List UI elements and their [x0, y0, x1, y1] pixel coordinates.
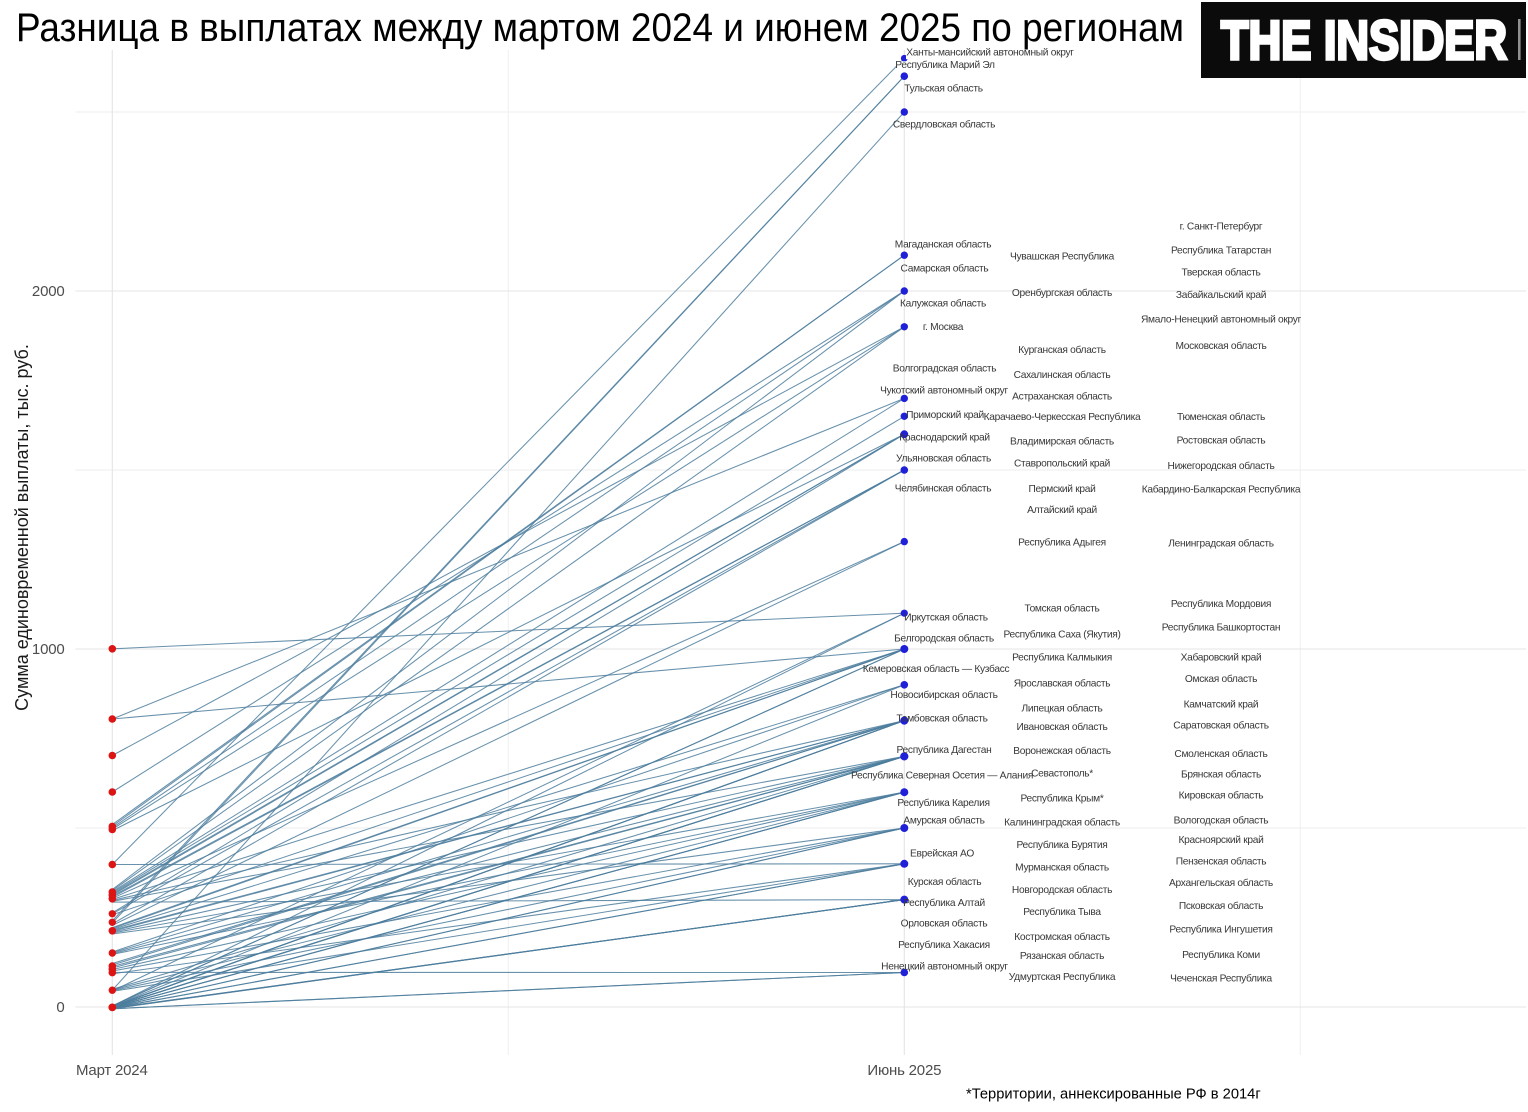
svg-text:1000: 1000 — [32, 641, 65, 658]
svg-text:Республика Коми: Республика Коми — [1182, 949, 1260, 961]
svg-text:Астраханская область: Астраханская область — [1012, 390, 1112, 402]
svg-text:Калининградская область: Калининградская область — [1004, 816, 1120, 828]
svg-text:Республика Татарстан: Республика Татарстан — [1171, 244, 1271, 256]
svg-text:Разница в выплатах между марто: Разница в выплатах между мартом 2024 и и… — [16, 6, 1184, 50]
svg-text:Красноярский край: Красноярский край — [1179, 835, 1264, 846]
svg-text:Республика Крым*: Республика Крым* — [1020, 793, 1103, 805]
svg-text:Курская область: Курская область — [908, 876, 982, 888]
svg-text:Пермский край: Пермский край — [1029, 484, 1096, 495]
svg-text:Еврейская АО: Еврейская АО — [910, 848, 974, 859]
svg-text:Архангельская область: Архангельская область — [1169, 877, 1273, 889]
svg-text:Удмуртская Республика: Удмуртская Республика — [1009, 971, 1116, 983]
svg-text:Ленинградская область: Ленинградская область — [1168, 537, 1274, 549]
svg-text:Республика Северная Осетия — А: Республика Северная Осетия — Алания — [851, 769, 1033, 781]
svg-text:Хабаровский край: Хабаровский край — [1181, 651, 1262, 663]
svg-text:Липецкая область: Липецкая область — [1021, 703, 1102, 715]
svg-text:Самарская область: Самарская область — [901, 262, 989, 274]
svg-text:Тюменская область: Тюменская область — [1177, 411, 1265, 423]
svg-text:Карачаево-Черкесская Республик: Карачаево-Черкесская Республика — [984, 411, 1141, 423]
svg-text:Республика Мордовия: Республика Мордовия — [1171, 598, 1271, 610]
svg-text:THE INSIDER: THE INSIDER — [1221, 9, 1507, 71]
svg-text:Ямало-Ненецкий автономный окру: Ямало-Ненецкий автономный округ — [1141, 314, 1302, 325]
svg-text:Иркутская область: Иркутская область — [904, 612, 988, 624]
svg-text:0: 0 — [56, 999, 64, 1016]
svg-text:Новосибирская область: Новосибирская область — [890, 689, 997, 701]
svg-text:Калужская область: Калужская область — [900, 297, 986, 309]
svg-text:Свердловская область: Свердловская область — [893, 118, 995, 130]
svg-text:Чеченская Республика: Чеченская Республика — [1170, 972, 1272, 984]
svg-text:Республика Ингушетия: Республика Ингушетия — [1169, 924, 1272, 936]
svg-text:г. Санкт-Петербург: г. Санкт-Петербург — [1180, 220, 1263, 232]
svg-text:Пензенская область: Пензенская область — [1176, 856, 1267, 868]
svg-text:Рязанская область: Рязанская область — [1020, 950, 1104, 962]
svg-text:Севастополь*: Севастополь* — [1031, 769, 1093, 780]
svg-text:Воронежская область: Воронежская область — [1013, 745, 1111, 757]
svg-text:Приморский край: Приморский край — [906, 410, 984, 421]
svg-text:Камчатский край: Камчатский край — [1184, 699, 1259, 710]
svg-text:Март 2024: Март 2024 — [76, 1062, 148, 1079]
svg-text:Вологодская область: Вологодская область — [1174, 815, 1269, 827]
svg-text:Тверская область: Тверская область — [1181, 266, 1260, 278]
svg-text:Саратовская область: Саратовская область — [1173, 720, 1269, 732]
svg-text:Ханты-мансийский автономный ок: Ханты-мансийский автономный округ — [906, 47, 1074, 58]
svg-text:Республика Адыгея: Республика Адыгея — [1018, 536, 1106, 548]
svg-text:Костромская область: Костромская область — [1014, 931, 1110, 943]
svg-text:Оренбургская область: Оренбургская область — [1012, 287, 1112, 299]
svg-text:Сахалинская область: Сахалинская область — [1014, 369, 1111, 381]
svg-text:Республика Тыва: Республика Тыва — [1023, 906, 1101, 918]
svg-text:Кировская область: Кировская область — [1179, 790, 1264, 802]
svg-text:Республика Хакасия: Республика Хакасия — [898, 939, 990, 951]
svg-text:Магаданская область: Магаданская область — [895, 238, 991, 250]
svg-text:Курганская область: Курганская область — [1018, 344, 1105, 356]
svg-text:Московская область: Московская область — [1175, 340, 1266, 352]
svg-text:Нижегородская область: Нижегородская область — [1168, 460, 1275, 472]
svg-text:Тамбовская область: Тамбовская область — [896, 712, 987, 724]
svg-text:Смоленская область: Смоленская область — [1174, 748, 1267, 760]
svg-text:Псковская область: Псковская область — [1179, 900, 1263, 912]
svg-text:2000: 2000 — [32, 283, 65, 300]
svg-text:Ярославская область: Ярославская область — [1014, 677, 1111, 689]
svg-text:Мурманская область: Мурманская область — [1015, 862, 1109, 874]
svg-text:Кабардино-Балкарская Республик: Кабардино-Балкарская Республика — [1142, 484, 1301, 496]
svg-text:Забайкальский край: Забайкальский край — [1176, 289, 1266, 301]
svg-text:Омская область: Омская область — [1185, 673, 1257, 685]
svg-text:Республика Дагестан: Республика Дагестан — [897, 744, 992, 756]
svg-text:Чувашская Республика: Чувашская Республика — [1010, 250, 1115, 262]
svg-text:Республика Саха (Якутия): Республика Саха (Якутия) — [1003, 628, 1120, 640]
svg-text:Волгоградская область: Волгоградская область — [893, 362, 997, 374]
svg-text:Орловская область: Орловская область — [901, 917, 988, 929]
svg-text:Республика Марий Эл: Республика Марий Эл — [895, 59, 995, 71]
svg-text:Алтайский край: Алтайский край — [1027, 505, 1097, 516]
svg-text:Сумма единовременной выплаты,: Сумма единовременной выплаты, тыс. руб. — [12, 344, 32, 711]
svg-text:Владимирская область: Владимирская область — [1010, 435, 1114, 447]
svg-text:Республика Башкортостан: Республика Башкортостан — [1162, 621, 1280, 633]
svg-text:Новгородская область: Новгородская область — [1012, 884, 1112, 896]
svg-text:Белгородская область: Белгородская область — [894, 632, 994, 644]
svg-text:Ивановская область: Ивановская область — [1017, 721, 1108, 733]
svg-text:*Территории, аннексированные Р: *Территории, аннексированные РФ в 2014г — [966, 1087, 1261, 1103]
svg-text:Ставропольский край: Ставропольский край — [1014, 459, 1110, 470]
svg-text:Томская область: Томская область — [1024, 602, 1099, 614]
svg-text:Тульская область: Тульская область — [904, 82, 982, 94]
svg-text:Амурская область: Амурская область — [903, 814, 984, 826]
svg-text:Ненецкий автономный округ: Ненецкий автономный округ — [881, 962, 1008, 973]
svg-text:Чукотский автономный округ: Чукотский автономный округ — [880, 385, 1008, 396]
svg-text:Кемеровская область — Кузбасс: Кемеровская область — Кузбасс — [863, 663, 1010, 675]
svg-text:Ульяновская область: Ульяновская область — [896, 453, 991, 465]
svg-text:Республика Бурятия: Республика Бурятия — [1016, 839, 1107, 851]
svg-text:Брянская область: Брянская область — [1181, 769, 1261, 781]
svg-text:Краснодарский край: Краснодарский край — [899, 433, 990, 444]
svg-text:г. Москва: г. Москва — [923, 322, 964, 333]
svg-text:Республика Карелия: Республика Карелия — [897, 797, 989, 809]
svg-text:Республика Алтай: Республика Алтай — [903, 897, 985, 909]
svg-text:Челябинская область: Челябинская область — [895, 482, 992, 494]
svg-text:Июнь 2025: Июнь 2025 — [867, 1062, 941, 1079]
svg-text:Республика Калмыкия: Республика Калмыкия — [1012, 651, 1112, 663]
svg-text:Ростовская область: Ростовская область — [1177, 435, 1266, 447]
